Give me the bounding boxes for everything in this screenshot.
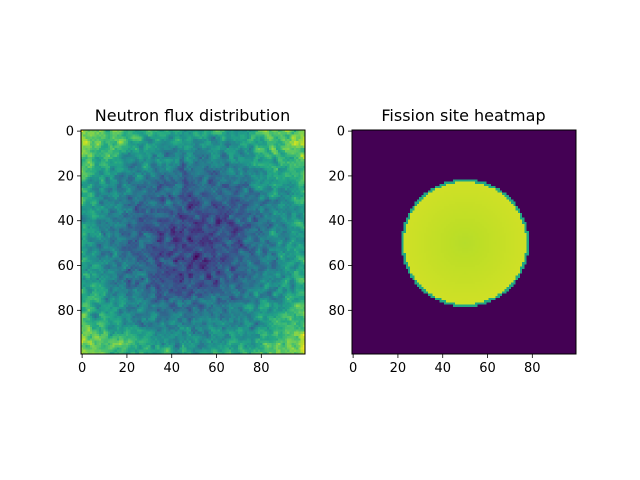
ticks-fission-site: 0 20 40 60 80 0 20 40 60 80 <box>328 125 540 376</box>
ticks-neutron-flux: 0 20 40 60 80 0 20 40 60 80 <box>57 125 269 376</box>
y-tick-label: 80 <box>57 304 74 319</box>
heatmap-fission-site <box>352 130 576 354</box>
panel-neutron-flux: Neutron flux distribution 0 20 40 60 80 0 20 40… <box>57 106 306 376</box>
y-tick-label: 80 <box>328 304 345 319</box>
y-tick-label: 20 <box>328 169 345 184</box>
y-tick-label: 40 <box>57 214 74 229</box>
x-tick-label: 0 <box>349 361 357 376</box>
y-tick-label: 20 <box>57 169 74 184</box>
panel-fission-site: Fission site heatmap 0 20 40 60 80 0 20 40 60 80 <box>328 106 577 376</box>
y-tick-label: 60 <box>328 259 345 274</box>
x-tick-label: 20 <box>390 361 407 376</box>
title-neutron-flux: Neutron flux distribution <box>95 106 290 125</box>
y-tick-label: 0 <box>66 125 74 140</box>
x-tick-label: 0 <box>78 361 86 376</box>
x-tick-label: 20 <box>119 361 136 376</box>
y-tick-label: 60 <box>57 259 74 274</box>
x-tick-label: 40 <box>434 361 451 376</box>
x-tick-label: 60 <box>479 361 496 376</box>
heatmap-neutron-flux <box>81 130 305 354</box>
x-tick-label: 40 <box>163 361 180 376</box>
y-tick-label: 0 <box>337 125 345 140</box>
axes-frame-fission-site <box>351 129 577 355</box>
axes-frame-neutron-flux <box>80 129 306 355</box>
x-tick-label: 80 <box>253 361 270 376</box>
y-tick-label: 40 <box>328 214 345 229</box>
x-tick-label: 80 <box>524 361 541 376</box>
title-fission-site: Fission site heatmap <box>381 106 545 125</box>
x-tick-label: 60 <box>208 361 225 376</box>
